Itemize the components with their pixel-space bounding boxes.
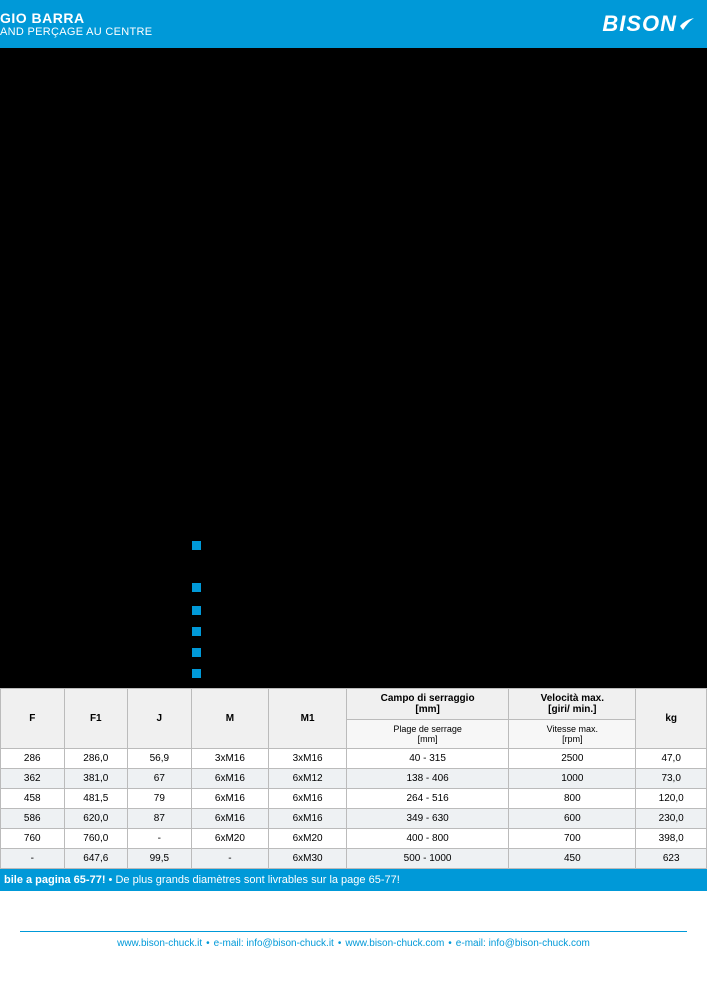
footer-link: www.bison-chuck.com — [345, 938, 444, 949]
table-row: 286286,056,93xM163xM1640 - 315250047,0 — [1, 749, 707, 769]
table-cell: 264 - 516 — [346, 789, 508, 809]
table-cell: 760,0 — [64, 829, 128, 849]
table-col-header: M1 — [269, 689, 347, 749]
table-cell: 6xM16 — [191, 789, 269, 809]
table-cell: 620,0 — [64, 809, 128, 829]
logo-text: BISON — [602, 11, 677, 37]
note-sep: • — [105, 874, 115, 886]
table-cell: 286 — [1, 749, 65, 769]
table-col-subheader: Plage de serrage[mm] — [346, 720, 508, 749]
table-cell: 398,0 — [636, 829, 707, 849]
spec-table: FF1JMM1Campo di serraggio[mm]Velocità ma… — [0, 688, 707, 869]
footer-separator: • — [206, 938, 210, 949]
table-cell: 647,6 — [64, 849, 128, 869]
table-cell: 586 — [1, 809, 65, 829]
note-fr: De plus grands diamètres sont livrables … — [115, 874, 399, 886]
footer-separator: • — [338, 938, 342, 949]
table-cell: 450 — [509, 849, 636, 869]
table-row: 760760,0-6xM206xM20400 - 800700398,0 — [1, 829, 707, 849]
table-cell: 362 — [1, 769, 65, 789]
header-title: GIO BARRA — [0, 10, 152, 26]
table-cell: 623 — [636, 849, 707, 869]
table-cell: 2500 — [509, 749, 636, 769]
table-cell: 1000 — [509, 769, 636, 789]
page-footer: www.bison-chuck.it • e-mail: info@bison-ch… — [20, 931, 687, 957]
table-cell: 138 - 406 — [346, 769, 508, 789]
table-cell: 3xM16 — [269, 749, 347, 769]
table-col-header: kg — [636, 689, 707, 749]
table-head: FF1JMM1Campo di serraggio[mm]Velocità ma… — [1, 689, 707, 749]
bullet-icon — [192, 583, 201, 592]
table-cell: 6xM16 — [269, 809, 347, 829]
table-cell: 87 — [128, 809, 192, 829]
spec-table-container: FF1JMM1Campo di serraggio[mm]Velocità ma… — [0, 688, 707, 891]
table-cell: 99,5 — [128, 849, 192, 869]
table-row: 586620,0876xM166xM16349 - 630600230,0 — [1, 809, 707, 829]
logo-swoosh-icon — [679, 16, 695, 32]
table-cell: 79 — [128, 789, 192, 809]
table-cell: 6xM16 — [269, 789, 347, 809]
table-cell: 6xM30 — [269, 849, 347, 869]
table-col-header: J — [128, 689, 192, 749]
table-cell: 6xM16 — [191, 809, 269, 829]
table-row: 458481,5796xM166xM16264 - 516800120,0 — [1, 789, 707, 809]
bullet-icon — [192, 627, 201, 636]
table-header-row: FF1JMM1Campo di serraggio[mm]Velocità ma… — [1, 689, 707, 720]
table-cell: 458 — [1, 789, 65, 809]
table-col-header: F1 — [64, 689, 128, 749]
table-col-header: M — [191, 689, 269, 749]
table-cell: 600 — [509, 809, 636, 829]
table-cell: 6xM20 — [269, 829, 347, 849]
table-cell: 120,0 — [636, 789, 707, 809]
table-footer-note: bile a pagina 65-77! • De plus grands di… — [0, 869, 707, 891]
content-image-region — [0, 48, 707, 688]
bullet-icon — [192, 606, 201, 615]
footer-separator: • — [448, 938, 452, 949]
table-cell: 481,5 — [64, 789, 128, 809]
table-col-subheader: Vitesse max.[rpm] — [509, 720, 636, 749]
table-cell: 6xM16 — [191, 769, 269, 789]
table-cell: - — [128, 829, 192, 849]
table-cell: 349 - 630 — [346, 809, 508, 829]
table-cell: - — [1, 849, 65, 869]
table-cell: 3xM16 — [191, 749, 269, 769]
table-cell: 400 - 800 — [346, 829, 508, 849]
brand-logo: BISON — [602, 11, 695, 37]
table-cell: 760 — [1, 829, 65, 849]
bullet-icon — [192, 648, 201, 657]
table-row: -647,699,5-6xM30500 - 1000450623 — [1, 849, 707, 869]
table-cell: 6xM20 — [191, 829, 269, 849]
bullet-icon — [192, 669, 201, 678]
table-cell: 286,0 — [64, 749, 128, 769]
table-cell: 40 - 315 — [346, 749, 508, 769]
table-cell: 6xM12 — [269, 769, 347, 789]
table-col-header: F — [1, 689, 65, 749]
table-cell: 381,0 — [64, 769, 128, 789]
note-it: bile a pagina 65-77! — [4, 874, 105, 886]
footer-link: e-mail: info@bison-chuck.com — [456, 938, 590, 949]
header-subtitle: AND PERÇAGE AU CENTRE — [0, 26, 152, 38]
table-cell: 700 — [509, 829, 636, 849]
footer-link: e-mail: info@bison-chuck.it — [214, 938, 334, 949]
table-row: 362381,0676xM166xM12138 - 406100073,0 — [1, 769, 707, 789]
table-body: 286286,056,93xM163xM1640 - 315250047,036… — [1, 749, 707, 869]
table-cell: 230,0 — [636, 809, 707, 829]
table-cell: 56,9 — [128, 749, 192, 769]
table-cell: - — [191, 849, 269, 869]
table-cell: 47,0 — [636, 749, 707, 769]
table-col-header: Velocità max.[giri/ min.] — [509, 689, 636, 720]
page-header: GIO BARRA AND PERÇAGE AU CENTRE BISON — [0, 0, 707, 48]
bullet-icon — [192, 541, 201, 550]
table-cell: 800 — [509, 789, 636, 809]
table-cell: 500 - 1000 — [346, 849, 508, 869]
bullet-list — [192, 541, 201, 700]
table-cell: 67 — [128, 769, 192, 789]
table-cell: 73,0 — [636, 769, 707, 789]
header-text-block: GIO BARRA AND PERÇAGE AU CENTRE — [0, 10, 152, 38]
footer-link: www.bison-chuck.it — [117, 938, 202, 949]
table-col-header: Campo di serraggio[mm] — [346, 689, 508, 720]
